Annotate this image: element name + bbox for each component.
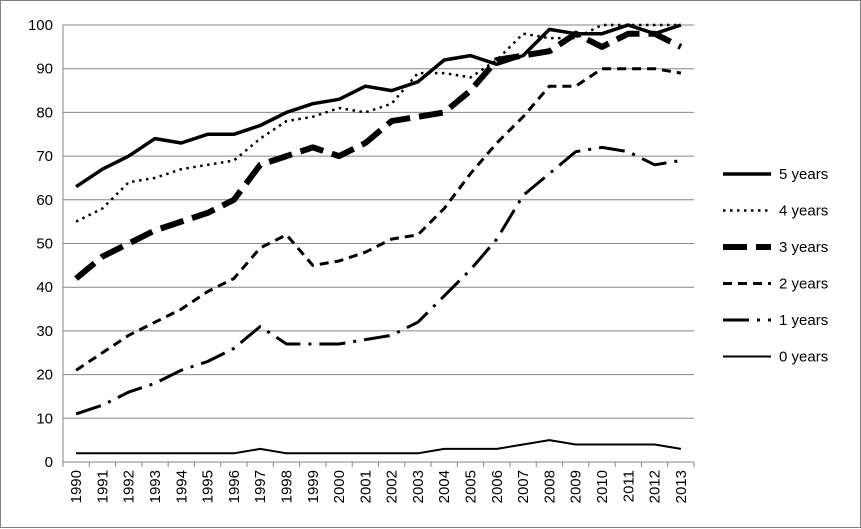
series-line-1-years [75, 145, 682, 416]
series-line-5-years [75, 23, 682, 189]
y-tick-label: 20 [36, 367, 53, 384]
x-tick-label: 2011 [620, 470, 637, 502]
y-tick-label: 30 [36, 323, 53, 340]
legend-label: 0 years [779, 349, 828, 366]
x-tick-label: 2012 [647, 470, 664, 503]
legend: 5 years 4 years 3 years 2 years 1 years 0 yea… [723, 166, 828, 366]
x-tick-label: 1998 [278, 470, 295, 503]
x-tick-label: 2006 [489, 470, 506, 503]
legend-label: 1 years [779, 312, 828, 329]
series-line-3-years [74, 30, 683, 281]
legend-label: 2 years [779, 276, 828, 293]
y-tick-label: 50 [36, 236, 53, 253]
x-tick-label: 2002 [384, 470, 401, 503]
y-tick-label: 60 [36, 192, 53, 209]
x-tick-label: 2001 [357, 470, 374, 503]
y-tick-label: 10 [36, 410, 53, 427]
x-tick-label: 2008 [541, 470, 558, 503]
x-tick-label: 1990 [68, 470, 85, 503]
x-tick-label: 1999 [305, 470, 322, 503]
y-tick-label: 0 [45, 454, 53, 471]
x-tick-label: 1994 [173, 470, 190, 503]
y-tick-label: 70 [36, 148, 53, 165]
x-tick-label: 2010 [594, 470, 611, 503]
x-tick-label: 2004 [436, 470, 453, 503]
x-tick-label: 1993 [147, 470, 164, 503]
x-tick-label: 1992 [121, 470, 138, 503]
series-lines [74, 23, 683, 455]
series-line-2-years [75, 67, 682, 372]
x-tick-label: 2009 [568, 470, 585, 503]
x-tick-label: 1991 [94, 470, 111, 503]
y-tick-label: 90 [36, 61, 53, 78]
x-tick-label: 1996 [226, 470, 243, 503]
legend-label: 4 years [779, 203, 828, 220]
legend-label: 5 years [779, 166, 828, 183]
legend-label: 3 years [779, 239, 828, 256]
x-tick-label: 1997 [252, 470, 269, 503]
x-tick-label: 2000 [331, 470, 348, 503]
axes [62, 25, 695, 467]
series-line-4-years [75, 23, 681, 223]
x-tick-labels: 1990 1991 1992 1993 1994 1995 1996 1997 1998 1999… [68, 470, 690, 503]
x-tick-label: 2013 [673, 470, 690, 503]
gridlines [63, 24, 694, 419]
y-tick-label: 100 [28, 17, 53, 34]
y-tick-label: 40 [36, 279, 53, 296]
y-tick-labels: 0 10 20 30 40 50 60 70 80 90 100 [28, 17, 53, 471]
x-tick-label: 2007 [515, 470, 532, 503]
x-tick-label: 2005 [463, 470, 480, 503]
series-line-0-years [76, 439, 682, 455]
x-tick-label: 2003 [410, 470, 427, 503]
x-tick-label: 1995 [200, 470, 217, 503]
y-tick-label: 80 [36, 104, 53, 121]
